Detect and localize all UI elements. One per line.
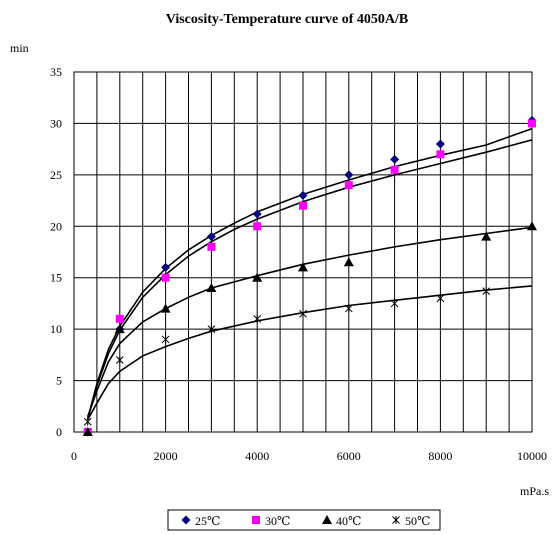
legend-box <box>167 509 441 531</box>
data-point <box>252 209 262 219</box>
legend-marker <box>181 515 191 525</box>
trend-line <box>86 139 533 420</box>
data-point <box>527 221 537 231</box>
data-point <box>252 272 263 282</box>
data-point <box>253 222 262 231</box>
data-point <box>298 190 308 200</box>
data-point <box>207 325 216 334</box>
data-point <box>482 287 491 296</box>
data-point <box>481 231 492 241</box>
data-point <box>344 304 353 313</box>
x-axis-label: mPa.s <box>520 484 549 498</box>
legend: 25℃ 30℃ 40℃ 50℃ <box>167 509 441 531</box>
data-point <box>390 165 399 174</box>
plot-area <box>73 71 533 433</box>
data-point <box>390 154 400 164</box>
legend-marker <box>322 515 332 524</box>
x-tick-label: 2000 <box>154 449 178 463</box>
data-point <box>528 119 536 128</box>
data-point <box>161 262 171 272</box>
data-point <box>160 303 171 313</box>
legend-label: 40℃ <box>336 514 361 528</box>
data-point <box>207 242 216 251</box>
data-point <box>114 324 125 334</box>
plot-border <box>73 71 533 433</box>
y-axis-label: min <box>10 41 29 55</box>
data-markers <box>82 115 537 437</box>
y-tick-label: 20 <box>50 219 62 233</box>
legend-marker <box>252 516 260 524</box>
data-point <box>83 417 92 426</box>
y-tick-labels: 0 5 10 15 20 25 30 35 <box>50 65 62 439</box>
data-point <box>115 356 124 364</box>
x-tick-label: 0 <box>71 449 77 463</box>
data-point <box>115 314 124 323</box>
trend-line <box>86 127 533 419</box>
y-tick-label: 30 <box>50 116 62 130</box>
chart-title: Viscosity-Temperature curve of 4050A/B <box>166 12 409 27</box>
data-point <box>161 335 170 344</box>
legend-label: 30℃ <box>265 514 290 528</box>
y-tick-label: 25 <box>50 168 62 182</box>
data-point <box>344 181 353 190</box>
data-point <box>206 283 217 292</box>
y-tick-label: 35 <box>50 65 62 79</box>
data-point <box>299 201 307 210</box>
data-point <box>343 257 354 267</box>
x-tick-labels: 0 2000 4000 6000 8000 10000 <box>71 449 547 463</box>
y-tick-label: 0 <box>56 425 62 439</box>
x-tick-label: 10000 <box>517 449 547 463</box>
data-point <box>436 294 445 303</box>
legend-label: 50℃ <box>405 514 430 528</box>
legend-label: 25℃ <box>195 514 220 528</box>
data-point <box>253 314 262 323</box>
data-point <box>161 273 170 282</box>
data-point <box>298 262 308 272</box>
data-point <box>344 170 354 180</box>
legend-marker <box>392 516 400 524</box>
data-point <box>436 150 445 159</box>
data-point <box>435 139 445 149</box>
data-point <box>390 299 399 308</box>
data-point <box>299 309 307 318</box>
x-tick-label: 4000 <box>245 449 269 463</box>
data-point <box>206 232 216 242</box>
x-tick-label: 8000 <box>428 449 452 463</box>
x-tick-label: 6000 <box>337 449 361 463</box>
y-tick-label: 15 <box>50 271 62 285</box>
y-tick-label: 5 <box>56 374 62 388</box>
data-point <box>82 427 93 436</box>
y-tick-label: 10 <box>50 322 62 336</box>
